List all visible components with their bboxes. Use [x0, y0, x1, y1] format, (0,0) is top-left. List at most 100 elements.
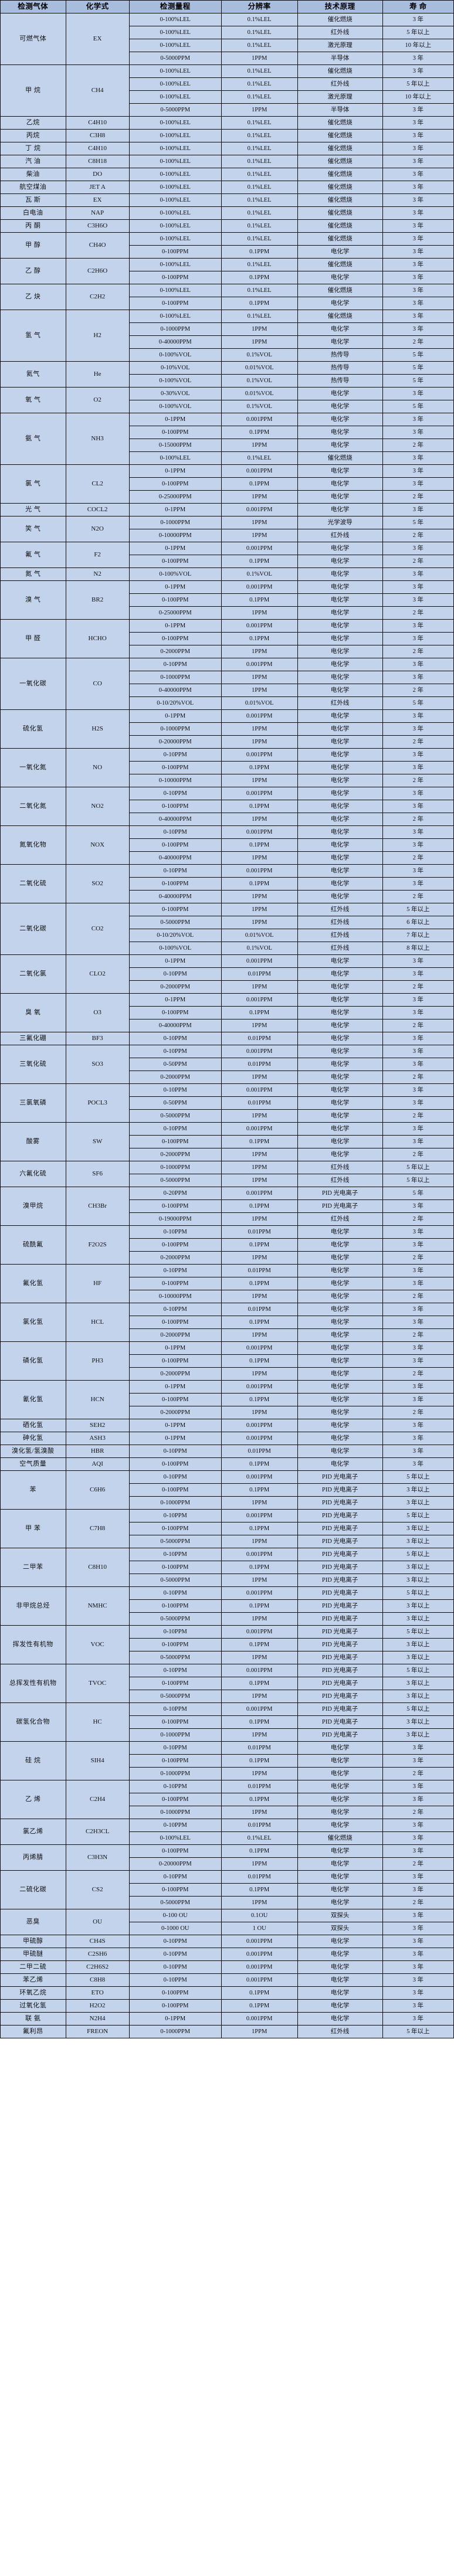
resolution-cell: 0.01PPM: [221, 1780, 298, 1793]
table-row: 0-5000PPM 1PPM PID 光电离子 3 年以上: [1, 1651, 454, 1664]
technology-cell: 电化学: [297, 1148, 383, 1161]
lifespan-cell: 2 年: [382, 1148, 454, 1161]
technology-cell: PID 光电离子: [297, 1625, 383, 1639]
technology-cell: PID 光电离子: [297, 1548, 383, 1561]
lifespan-cell: 3 年: [382, 722, 454, 736]
gas-name-cell: 汽 油: [0, 155, 66, 168]
table-row: 甲 苯 C7H8 0-10PPM 0.001PPM PID 光电离子 5 年以上: [0, 1509, 454, 1548]
range-cell: 0-5000PPM: [128, 1651, 222, 1664]
technology-cell: 电化学: [297, 606, 383, 620]
range-cell: 0-100%LEL: [128, 168, 222, 181]
lifespan-cell: 3 年: [382, 1354, 454, 1368]
range-cell: 0-100%VOL: [128, 374, 222, 388]
gas-name-cell: 砷化氢: [0, 1432, 66, 1445]
resolution-cell: 0.1%LEL: [221, 13, 298, 26]
technology-cell: 催化燃烧: [297, 181, 383, 194]
table-row: 0-100PPM 0.1PPM 电化学 3 年: [1, 1135, 454, 1148]
gas-name-cell: 非甲烷总烃: [0, 1586, 66, 1626]
column-header-formula: 化学式: [65, 0, 130, 13]
gas-name-cell: 过氧化氢: [0, 1999, 66, 2013]
gas-name-cell: 二氧化硫: [0, 864, 66, 903]
resolution-cell: 1PPM: [221, 103, 298, 117]
lifespan-cell: 3 年以上: [382, 1651, 454, 1664]
resolution-cell: 0.01PPM: [221, 1264, 298, 1277]
table-row: 可燃气体 EX 0-100%LEL 0.1%LEL 催化燃烧 3 年: [0, 13, 454, 65]
lifespan-cell: 3 年: [382, 451, 454, 465]
gas-name-cell: 丙烯腈: [0, 1844, 66, 1871]
gas-name-cell: 三氧化硫: [0, 1045, 66, 1084]
table-row: 0-100PPM 0.1PPM 电化学 3 年: [1, 271, 454, 284]
range-cell: 0-100PPM: [128, 593, 222, 607]
gas-name-cell: 丙烷: [0, 129, 66, 142]
resolution-cell: 1 OU: [221, 1922, 298, 1935]
formula-cell: H2O2: [65, 1999, 130, 2013]
resolution-cell: 1PPM: [221, 1406, 298, 1419]
resolution-cell: 1PPM: [221, 1690, 298, 1703]
formula-cell: CL2: [65, 464, 130, 504]
range-cell: 0-20000PPM: [128, 735, 222, 749]
technology-cell: 电化学: [297, 1432, 383, 1445]
range-cell: 0-100PPM: [128, 1754, 222, 1768]
technology-cell: 红外线: [297, 1161, 383, 1174]
range-cell: 0-100PPM: [128, 1715, 222, 1729]
formula-cell: HCL: [65, 1303, 130, 1342]
formula-cell: C2H6S2: [65, 1960, 130, 1974]
technology-cell: 电化学: [297, 464, 383, 478]
lifespan-cell: 5 年: [382, 1187, 454, 1200]
lifespan-cell: 3 年: [382, 52, 454, 65]
gas-name-cell: 酸雾: [0, 1122, 66, 1161]
lifespan-cell: 5 年以上: [382, 26, 454, 39]
technology-cell: PID 光电离子: [297, 1522, 383, 1535]
table-row: 挥发性有机物 VOC 0-10PPM 0.001PPM PID 光电离子 5 年以上: [0, 1625, 454, 1664]
range-cell: 0-1PPM: [128, 2012, 222, 2026]
gas-name-cell: 氟 气: [0, 542, 66, 568]
lifespan-cell: 5 年: [382, 374, 454, 388]
range-cell: 0-10PPM: [128, 1664, 222, 1677]
resolution-cell: 1PPM: [221, 722, 298, 736]
lifespan-cell: 2 年: [382, 684, 454, 697]
technology-cell: 电化学: [297, 890, 383, 903]
technology-cell: 电化学: [297, 477, 383, 491]
lifespan-cell: 2 年: [382, 774, 454, 787]
table-row: 非甲烷总烃 NMHC 0-10PPM 0.001PPM PID 光电离子 5 年以上: [0, 1586, 454, 1626]
lifespan-cell: 3 年: [382, 297, 454, 310]
lifespan-cell: 3 年: [382, 1741, 454, 1755]
technology-cell: 电化学: [297, 761, 383, 774]
resolution-cell: 0.001PPM: [221, 825, 298, 839]
formula-cell: C2H6O: [65, 258, 130, 284]
table-row: 0-1000PPM 1PPM 电化学 3 年: [1, 722, 454, 736]
table-row: 二硫化碳 CS2 0-10PPM 0.01PPM 电化学 3 年: [0, 1870, 454, 1909]
resolution-cell: 1PPM: [221, 1896, 298, 1909]
resolution-cell: 1PPM: [221, 490, 298, 504]
resolution-cell: 0.01%VOL: [221, 387, 298, 400]
gas-name-cell: 甲 醛: [0, 619, 66, 658]
range-cell: 0-100PPM: [128, 1844, 222, 1858]
resolution-cell: 1PPM: [221, 671, 298, 684]
technology-cell: PID 光电离子: [297, 1574, 383, 1587]
range-cell: 0-2000PPM: [128, 645, 222, 658]
range-cell: 0-1PPM: [128, 464, 222, 478]
formula-cell: C3H6O: [65, 219, 130, 233]
lifespan-cell: 3 年: [382, 1393, 454, 1406]
table-row: 0-5000PPM 1PPM 红外线 6 年以上: [1, 916, 454, 929]
table-row: 0-100PPM 0.1PPM PID 光电离子 3 年以上: [1, 1483, 454, 1497]
table-row: 碳氢化合物 HC 0-10PPM 0.001PPM PID 光电离子 5 年以上: [0, 1702, 454, 1742]
table-row: 甲硫醚 C2SH6 0-10PPM 0.001PPM 电化学 3 年: [0, 1948, 454, 1961]
formula-cell: NH3: [65, 413, 130, 465]
lifespan-cell: 3 年以上: [382, 1728, 454, 1742]
resolution-cell: 0.1%LEL: [221, 26, 298, 39]
resolution-cell: 1PPM: [221, 1161, 298, 1174]
range-cell: 0-1000PPM: [128, 1161, 222, 1174]
lifespan-cell: 3 年: [382, 1948, 454, 1961]
gas-name-cell: 氨 气: [0, 413, 66, 465]
gas-name-cell: 乙烷: [0, 116, 66, 130]
range-cell: 0-100%VOL: [128, 400, 222, 413]
table-row: 0-100PPM 0.1PPM 电化学 3 年: [1, 1393, 454, 1406]
formula-cell: SO2: [65, 864, 130, 903]
range-cell: 0-100%LEL: [128, 206, 222, 220]
range-cell: 0-10PPM: [128, 748, 222, 762]
resolution-cell: 0.001PPM: [221, 1935, 298, 1948]
lifespan-cell: 2 年: [382, 1328, 454, 1342]
table-row: 环氧乙烷 ETO 0-100PPM 0.1PPM 电化学 3 年: [0, 1986, 454, 2000]
resolution-cell: 0.1%LEL: [221, 116, 298, 130]
